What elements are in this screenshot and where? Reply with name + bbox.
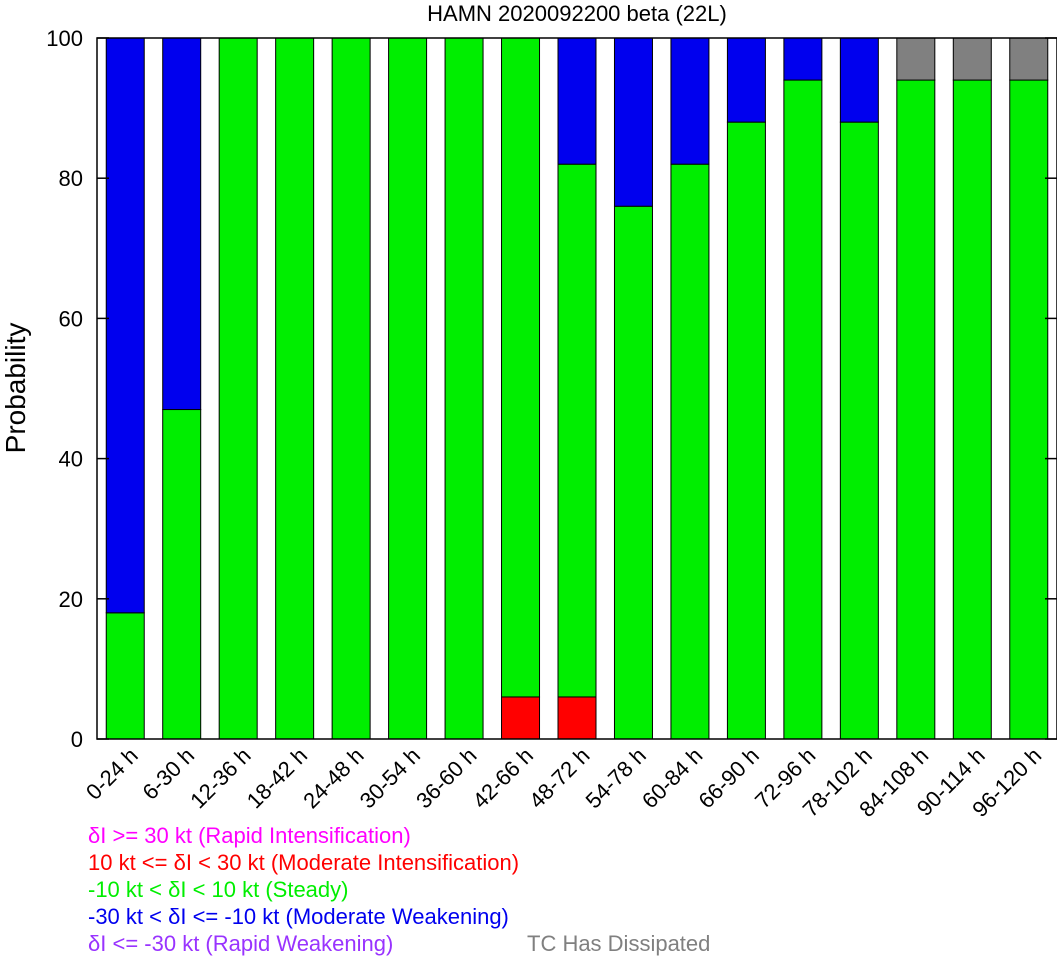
y-tick-label-5: 100 [46,26,83,51]
y-tick-label-1: 20 [59,587,83,612]
bar-segment-13-2 [839,121,879,740]
bar-segment-15-5 [952,37,992,81]
x-tick-label-3: 18-42 h [242,743,312,813]
bar-segment-6-2 [444,37,484,740]
legend-moderate-weakening: -30 kt < δI <= -10 kt (Moderate Weakenin… [88,904,509,929]
x-tick-label-11: 66-90 h [694,743,764,813]
bar-segment-15-2 [952,79,992,740]
bar-segment-16-2 [1009,79,1049,740]
x-tick-label-4: 24-48 h [298,743,368,813]
chart-title: HAMN 2020092200 beta (22L) [427,1,727,26]
y-tick-label-4: 80 [59,166,83,191]
x-tick-label-2: 12-36 h [185,743,255,813]
y-tick-label-3: 60 [59,306,83,331]
legend-rapid-intensification: δI >= 30 kt (Rapid Intensification) [88,823,411,848]
bar-segment-8-1 [557,696,597,740]
bar-segment-11-2 [726,121,766,740]
x-tick-label-5: 30-54 h [355,743,425,813]
x-tick-label-10: 60-84 h [637,743,707,813]
bar-segment-1-2 [162,409,202,740]
bar-segment-7-2 [501,37,541,698]
y-tick-label-2: 40 [59,447,83,472]
bar-segment-7-1 [501,696,541,740]
y-axis-label: Probability [0,323,31,454]
bar-segment-4-2 [331,37,371,740]
bar-segment-10-3 [670,37,710,165]
bar-segment-5-2 [388,37,428,740]
bar-segment-10-2 [670,163,710,740]
bar-segment-8-3 [557,37,597,165]
bar-segment-9-3 [613,37,653,207]
bar-segment-12-3 [783,37,823,81]
x-tick-label-0: 0-24 h [81,743,143,805]
x-tick-label-9: 54-78 h [581,743,651,813]
bar-segment-0-2 [105,612,145,740]
legend-steady: -10 kt < δI < 10 kt (Steady) [88,877,349,902]
bar-segment-14-5 [896,37,936,81]
bar-segment-14-2 [896,79,936,740]
bar-segment-13-3 [839,37,879,123]
y-tick-label-0: 0 [71,727,83,752]
legend-dissipated: TC Has Dissipated [527,931,711,956]
bar-segment-12-2 [783,79,823,740]
x-tick-label-6: 36-60 h [411,743,481,813]
bar-segment-2-2 [218,37,258,740]
bar-segment-0-3 [105,37,145,614]
bars-group [105,37,1049,740]
bar-segment-9-2 [613,205,653,740]
x-tick-label-7: 42-66 h [468,743,538,813]
plot-frame [96,37,1057,740]
bar-segment-8-2 [557,163,597,698]
bar-segment-1-3 [162,37,202,411]
x-tick-label-8: 48-72 h [524,743,594,813]
legend-rapid-weakening: δI <= -30 kt (Rapid Weakening) [88,931,394,956]
legend-moderate-intensification: 10 kt <= δI < 30 kt (Moderate Intensific… [88,850,520,875]
bar-segment-16-5 [1009,37,1049,81]
bar-segment-3-2 [275,37,315,740]
bar-segment-11-3 [726,37,766,123]
